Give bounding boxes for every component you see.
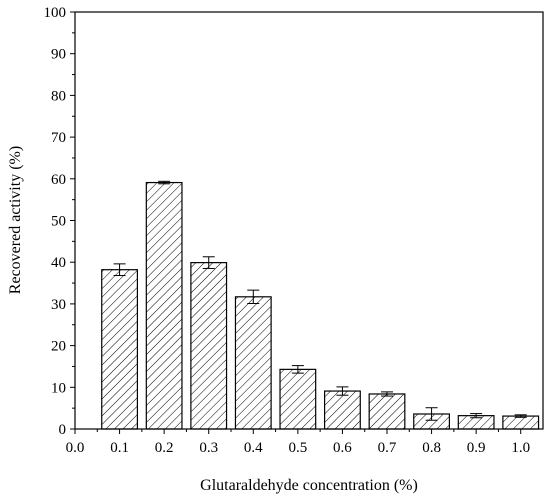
y-tick-label-90: 90	[51, 47, 66, 63]
y-tick-label-50: 50	[51, 214, 66, 230]
y-tick-label-70: 70	[51, 130, 66, 146]
y-tick-label-80: 80	[51, 88, 66, 104]
x-tick-label-0.4: 0.4	[244, 440, 263, 456]
error-bar-0.9	[470, 413, 483, 419]
x-tick-label-0.0: 0.0	[66, 440, 85, 456]
y-tick-label-0: 0	[59, 422, 67, 438]
y-tick-label-20: 20	[51, 339, 66, 355]
y-tick-label-60: 60	[51, 172, 66, 188]
error-bar-0.2	[158, 180, 171, 185]
error-bar-1.0	[514, 414, 527, 418]
x-tick-label-0.3: 0.3	[199, 440, 218, 456]
error-bar-0.3	[202, 256, 215, 269]
bar-0.2	[145, 181, 183, 430]
bars-group	[101, 181, 540, 430]
y-axis-ticks: 0 10 20 30 40 50 60 70 80 90 100	[44, 5, 75, 438]
x-tick-label-0.6: 0.6	[333, 440, 352, 456]
y-tick-label-10: 10	[51, 380, 66, 396]
error-bar-0.1	[113, 263, 126, 277]
x-tick-label-0.5: 0.5	[288, 440, 307, 456]
x-tick-label-0.8: 0.8	[422, 440, 441, 456]
bar-0.3	[190, 262, 228, 430]
error-bar-0.7	[381, 391, 393, 397]
error-bar-0.4	[247, 289, 260, 304]
x-tick-label-1.0: 1.0	[511, 440, 530, 456]
x-tick-label-0.2: 0.2	[155, 440, 174, 456]
error-bar-0.8	[425, 407, 438, 421]
bar-0.5	[279, 368, 317, 430]
y-axis-label: Recovered activity (%)	[7, 146, 24, 294]
x-tick-label-0.1: 0.1	[110, 440, 129, 456]
y-tick-label-30: 30	[51, 297, 66, 313]
x-axis-label: Glutaraldehyde concentration (%)	[200, 477, 418, 494]
plot-frame	[74, 11, 544, 430]
bar-1.0	[502, 415, 540, 430]
y-tick-label-40: 40	[51, 255, 66, 271]
x-tick-label-0.9: 0.9	[467, 440, 486, 456]
bar-0.7	[368, 393, 406, 430]
error-bar-0.5	[291, 365, 304, 374]
error-bar-0.6	[336, 386, 349, 396]
error-bars-group	[113, 180, 527, 421]
bar-0.4	[234, 296, 272, 430]
bar-0.6	[324, 390, 361, 430]
bar-0.1	[101, 269, 139, 430]
axes-group	[74, 11, 544, 430]
x-axis-ticks: 0.0 0.1 0.2 0.3 0.4 0.5 0.6 0.7 0.8 0.9 1.0	[66, 429, 530, 456]
x-tick-label-0.7: 0.7	[378, 440, 397, 456]
y-tick-label-100: 100	[44, 5, 67, 21]
